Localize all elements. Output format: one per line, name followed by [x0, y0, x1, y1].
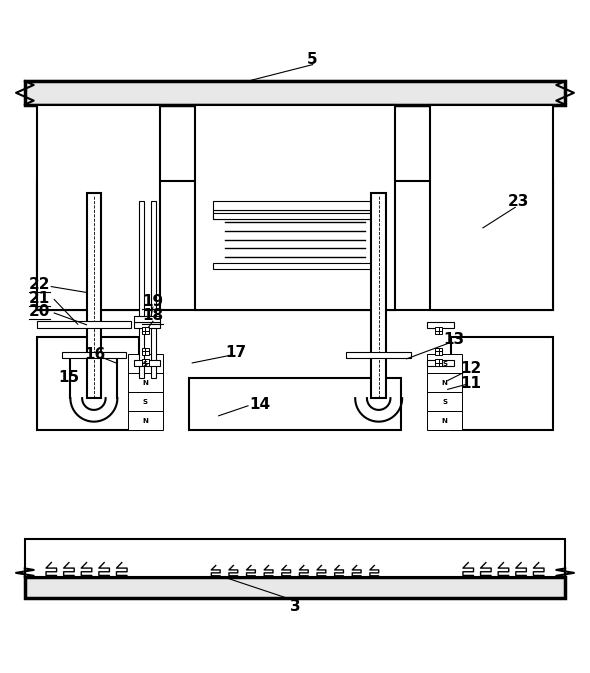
Text: 21: 21 — [29, 291, 50, 306]
Text: N: N — [442, 418, 448, 424]
Bar — [25, 539, 565, 577]
Text: 11: 11 — [461, 376, 481, 391]
Bar — [371, 192, 386, 398]
Text: N: N — [142, 380, 148, 386]
Bar — [213, 201, 377, 210]
Text: 19: 19 — [142, 294, 163, 309]
Text: S: S — [143, 399, 148, 405]
Text: 12: 12 — [461, 361, 482, 376]
Bar — [37, 181, 553, 310]
Text: S: S — [442, 361, 447, 367]
Bar — [142, 348, 149, 355]
Bar — [127, 392, 163, 411]
Bar — [37, 336, 139, 431]
Bar — [213, 263, 377, 269]
Bar — [37, 104, 160, 310]
Bar — [427, 322, 454, 328]
Text: N: N — [442, 380, 448, 386]
Bar — [427, 411, 463, 431]
Bar — [142, 359, 149, 366]
Bar — [346, 353, 411, 358]
Text: 20: 20 — [29, 304, 50, 319]
Text: 13: 13 — [443, 332, 464, 347]
Text: 5: 5 — [307, 52, 318, 67]
Bar — [435, 359, 442, 366]
Text: S: S — [442, 399, 447, 405]
Bar — [127, 411, 163, 431]
Text: 16: 16 — [85, 347, 106, 361]
Bar — [427, 392, 463, 411]
Bar — [213, 210, 377, 219]
Bar — [213, 213, 377, 219]
Bar — [427, 360, 454, 366]
Bar — [133, 316, 160, 322]
Bar — [133, 322, 160, 328]
Bar — [37, 320, 130, 328]
Bar — [189, 378, 401, 431]
Bar — [427, 374, 463, 392]
Bar — [195, 104, 395, 310]
Bar — [25, 577, 565, 598]
Bar — [142, 327, 149, 334]
Text: 15: 15 — [58, 370, 80, 385]
Bar — [87, 192, 101, 398]
Bar — [430, 104, 553, 310]
Text: N: N — [142, 418, 148, 424]
Bar — [127, 374, 163, 392]
Bar — [435, 348, 442, 355]
Bar — [25, 81, 565, 104]
Bar — [133, 360, 160, 366]
Text: 3: 3 — [290, 599, 300, 614]
Bar — [61, 353, 126, 358]
Text: 22: 22 — [29, 277, 50, 292]
Text: S: S — [143, 361, 148, 367]
Text: 18: 18 — [142, 308, 163, 324]
Bar — [435, 327, 442, 334]
Bar — [427, 354, 463, 374]
Bar — [151, 201, 156, 378]
Bar — [451, 336, 553, 431]
Bar — [25, 569, 565, 577]
Text: 17: 17 — [226, 345, 247, 361]
Text: 23: 23 — [507, 194, 529, 209]
Bar — [127, 354, 163, 374]
Text: 14: 14 — [249, 396, 270, 411]
Bar — [139, 201, 144, 378]
